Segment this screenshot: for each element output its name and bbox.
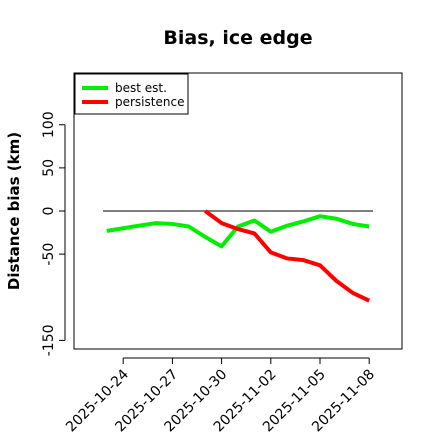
- legend: best est.persistence: [74, 73, 189, 115]
- y-axis-label: Distance bias (km): [5, 132, 23, 290]
- y-axis: -150 -50 0 50 100: [41, 111, 66, 356]
- plot-frame: [73, 72, 403, 350]
- series-line-persistence: [204, 209, 371, 303]
- chart-title: Bias, ice edge: [163, 27, 312, 49]
- legend-entry: best est.: [115, 81, 167, 95]
- y-tick-label: 50: [41, 159, 57, 177]
- y-tick-label: 100: [41, 111, 57, 138]
- legend-box: [74, 73, 189, 115]
- series-layer: [106, 209, 371, 303]
- y-tick-label: -50: [41, 243, 57, 266]
- y-tick-label: -150: [41, 324, 57, 356]
- series-line-best-est: [106, 214, 370, 249]
- x-axis: 2025-10-242025-10-272025-10-302025-11-02…: [63, 357, 378, 435]
- legend-entry: persistence: [115, 95, 184, 109]
- y-tick-label: 0: [41, 207, 57, 216]
